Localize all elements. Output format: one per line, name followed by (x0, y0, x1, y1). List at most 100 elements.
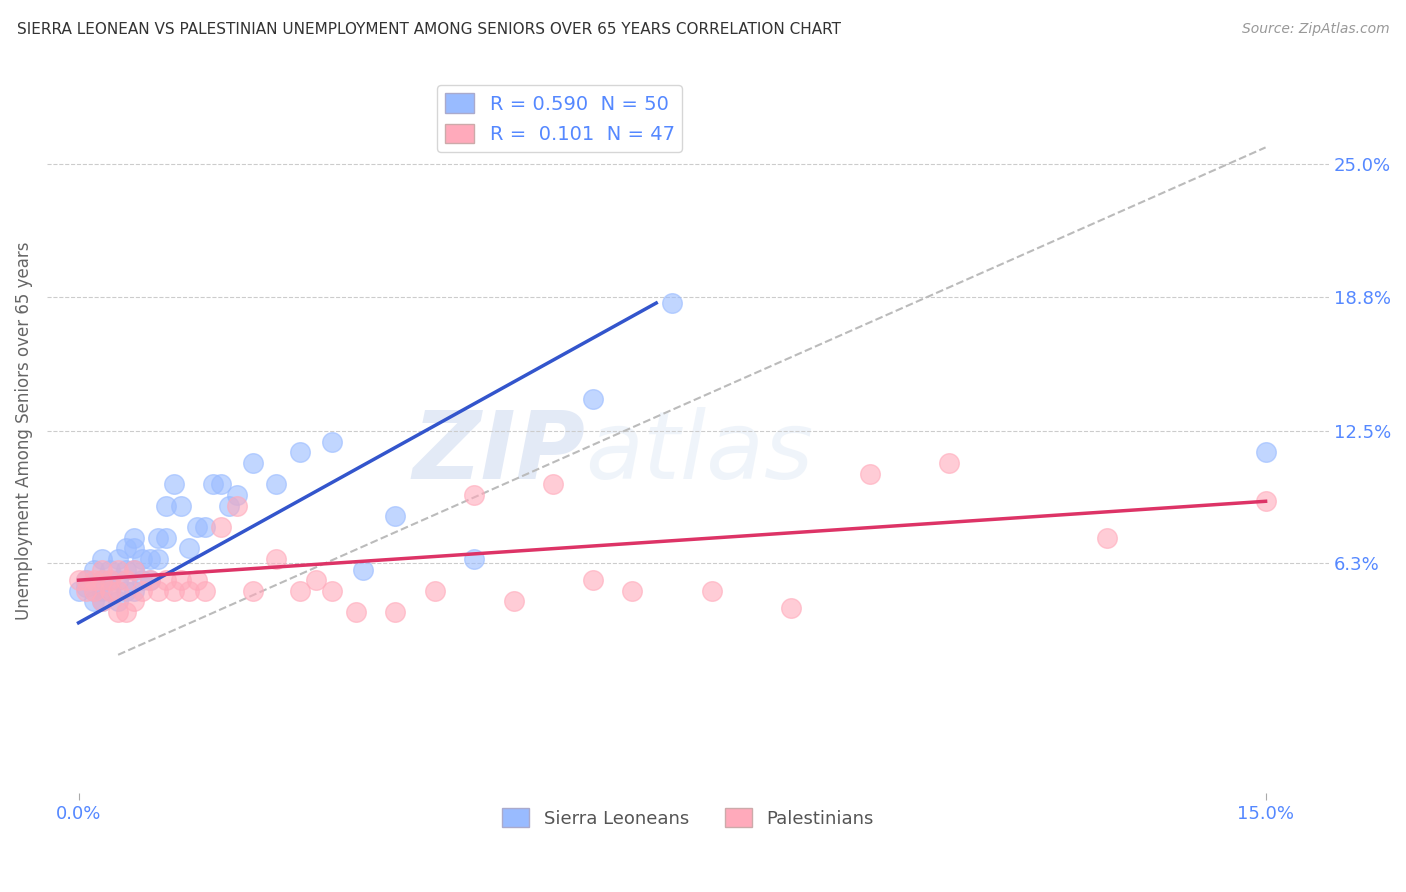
Point (582, 573, 605, 587)
Point (352, 562, 374, 576)
Point (463, 552, 485, 566)
Point (179, 541, 201, 556)
Point (621, 583, 644, 598)
Point (122, 583, 145, 598)
Point (938, 456, 960, 470)
Point (463, 488, 485, 502)
Point (225, 488, 247, 502)
Point (194, 520, 217, 534)
Point (122, 594, 145, 608)
Point (582, 392, 605, 406)
Point (146, 552, 169, 566)
Point (779, 600, 801, 615)
Point (139, 573, 162, 587)
Point (107, 583, 129, 598)
Point (186, 573, 208, 587)
Point (83, 583, 105, 598)
Point (288, 445, 311, 459)
Point (321, 583, 343, 598)
Point (139, 552, 162, 566)
Point (194, 583, 217, 598)
Point (75, 573, 97, 587)
Point (122, 562, 145, 576)
Text: ZIP: ZIP (412, 407, 585, 499)
Point (98, 562, 121, 576)
Point (107, 562, 129, 576)
Point (321, 434, 343, 449)
Point (242, 583, 264, 598)
Text: atlas: atlas (585, 407, 814, 498)
Point (543, 477, 565, 491)
Point (91, 562, 114, 576)
Point (107, 573, 129, 587)
Point (242, 456, 264, 470)
Point (131, 573, 153, 587)
Point (305, 573, 328, 587)
Point (98, 573, 121, 587)
Point (115, 605, 138, 619)
Point (115, 583, 138, 598)
Point (107, 605, 129, 619)
Point (107, 594, 129, 608)
Point (288, 583, 311, 598)
Point (170, 573, 193, 587)
Point (122, 531, 145, 545)
Point (225, 499, 247, 513)
Point (209, 520, 232, 534)
Point (91, 573, 114, 587)
Point (155, 499, 177, 513)
Point (91, 583, 114, 598)
Legend: Sierra Leoneans, Palestinians: Sierra Leoneans, Palestinians (495, 801, 882, 835)
Point (202, 477, 225, 491)
Text: Source: ZipAtlas.com: Source: ZipAtlas.com (1241, 22, 1389, 37)
Point (266, 552, 288, 566)
Point (146, 531, 169, 545)
Point (384, 509, 406, 524)
Point (139, 573, 162, 587)
Point (209, 477, 232, 491)
Point (107, 552, 129, 566)
Point (83, 594, 105, 608)
Y-axis label: Unemployment Among Seniors over 65 years: Unemployment Among Seniors over 65 years (15, 242, 32, 620)
Point (75, 580, 97, 594)
Point (75, 583, 97, 598)
Point (1254, 445, 1277, 459)
Point (162, 583, 184, 598)
Point (700, 583, 723, 598)
Point (155, 573, 177, 587)
Point (423, 583, 446, 598)
Point (162, 477, 184, 491)
Point (502, 594, 524, 608)
Point (1254, 494, 1277, 508)
Point (661, 296, 683, 310)
Point (91, 594, 114, 608)
Point (115, 541, 138, 556)
Point (91, 552, 114, 566)
Point (859, 467, 882, 481)
Point (266, 477, 288, 491)
Point (75, 573, 97, 587)
Point (146, 583, 169, 598)
Point (98, 583, 121, 598)
Point (83, 573, 105, 587)
Point (122, 562, 145, 576)
Point (83, 583, 105, 598)
Point (384, 605, 406, 619)
Point (91, 594, 114, 608)
Point (1097, 531, 1119, 545)
Point (91, 573, 114, 587)
Point (98, 583, 121, 598)
Point (67, 583, 90, 598)
Point (115, 573, 138, 587)
Point (186, 520, 208, 534)
Point (131, 552, 153, 566)
Point (98, 573, 121, 587)
Point (179, 583, 201, 598)
Point (155, 531, 177, 545)
Point (67, 573, 90, 587)
Point (115, 562, 138, 576)
Point (344, 605, 367, 619)
Point (170, 499, 193, 513)
Text: SIERRA LEONEAN VS PALESTINIAN UNEMPLOYMENT AMONG SENIORS OVER 65 YEARS CORRELATI: SIERRA LEONEAN VS PALESTINIAN UNEMPLOYME… (17, 22, 841, 37)
Point (83, 562, 105, 576)
